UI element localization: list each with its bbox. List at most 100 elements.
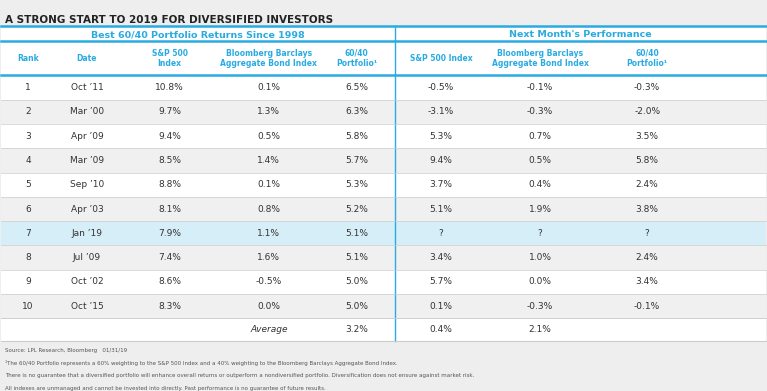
FancyBboxPatch shape: [2, 26, 765, 341]
Text: 10: 10: [22, 302, 34, 311]
Text: -0.3%: -0.3%: [634, 83, 660, 92]
Text: Mar ’09: Mar ’09: [70, 156, 104, 165]
Text: 8.5%: 8.5%: [158, 156, 181, 165]
Text: 8: 8: [25, 253, 31, 262]
Text: 3.4%: 3.4%: [430, 253, 453, 262]
Text: Jul ’09: Jul ’09: [73, 253, 101, 262]
Text: Oct ’11: Oct ’11: [71, 83, 104, 92]
Text: 0.1%: 0.1%: [430, 302, 453, 311]
FancyBboxPatch shape: [2, 75, 765, 100]
FancyBboxPatch shape: [2, 172, 765, 197]
Text: 0.7%: 0.7%: [528, 132, 551, 141]
Text: 8.1%: 8.1%: [158, 204, 181, 213]
Text: 4: 4: [25, 156, 31, 165]
Text: 5.1%: 5.1%: [345, 229, 368, 238]
Text: 5.3%: 5.3%: [345, 180, 368, 189]
Text: 8.6%: 8.6%: [158, 278, 181, 287]
Text: 0.0%: 0.0%: [258, 302, 281, 311]
Text: 0.4%: 0.4%: [430, 325, 453, 334]
Text: There is no guarantee that a diversified portfolio will enhance overall returns : There is no guarantee that a diversified…: [5, 373, 475, 378]
Text: -0.3%: -0.3%: [527, 302, 553, 311]
Text: 9.4%: 9.4%: [158, 132, 181, 141]
Text: 1.9%: 1.9%: [528, 204, 551, 213]
Text: 5: 5: [25, 180, 31, 189]
Text: 3: 3: [25, 132, 31, 141]
Text: 7: 7: [25, 229, 31, 238]
Text: 1.6%: 1.6%: [258, 253, 281, 262]
Text: -0.1%: -0.1%: [527, 83, 553, 92]
FancyBboxPatch shape: [2, 221, 765, 246]
Text: 2.4%: 2.4%: [636, 253, 659, 262]
Text: 1.0%: 1.0%: [528, 253, 551, 262]
Text: Jan ’19: Jan ’19: [71, 229, 103, 238]
Text: 8.8%: 8.8%: [158, 180, 181, 189]
FancyBboxPatch shape: [2, 124, 765, 148]
Text: 9.7%: 9.7%: [158, 108, 181, 117]
Text: 6.3%: 6.3%: [345, 108, 368, 117]
Text: 3.8%: 3.8%: [636, 204, 659, 213]
Text: 5.0%: 5.0%: [345, 302, 368, 311]
Text: 3.2%: 3.2%: [345, 325, 368, 334]
Text: 5.0%: 5.0%: [345, 278, 368, 287]
Text: Mar ’00: Mar ’00: [70, 108, 104, 117]
Text: A STRONG START TO 2019 FOR DIVERSIFIED INVESTORS: A STRONG START TO 2019 FOR DIVERSIFIED I…: [5, 15, 334, 25]
Text: 3.5%: 3.5%: [636, 132, 659, 141]
FancyBboxPatch shape: [2, 294, 765, 318]
Text: 5.7%: 5.7%: [345, 156, 368, 165]
Text: 0.1%: 0.1%: [258, 180, 281, 189]
Text: 5.8%: 5.8%: [345, 132, 368, 141]
Text: ?: ?: [439, 229, 443, 238]
Text: -0.3%: -0.3%: [527, 108, 553, 117]
Text: 1.1%: 1.1%: [258, 229, 281, 238]
Text: Oct ’02: Oct ’02: [71, 278, 104, 287]
Text: 0.0%: 0.0%: [528, 278, 551, 287]
Text: Bloomberg Barclays
Aggregate Bond Index: Bloomberg Barclays Aggregate Bond Index: [220, 48, 318, 68]
Text: -0.1%: -0.1%: [634, 302, 660, 311]
Text: 2: 2: [25, 108, 31, 117]
Text: Best 60/40 Portfolio Returns Since 1998: Best 60/40 Portfolio Returns Since 1998: [91, 30, 305, 39]
FancyBboxPatch shape: [2, 148, 765, 172]
Text: -3.1%: -3.1%: [428, 108, 454, 117]
Text: 9: 9: [25, 278, 31, 287]
FancyBboxPatch shape: [2, 318, 765, 341]
Text: 2.1%: 2.1%: [528, 325, 551, 334]
Text: 1: 1: [25, 83, 31, 92]
Text: 0.8%: 0.8%: [258, 204, 281, 213]
Text: 1.4%: 1.4%: [258, 156, 280, 165]
Text: 7.4%: 7.4%: [158, 253, 181, 262]
Text: -0.5%: -0.5%: [428, 83, 454, 92]
Text: Oct ’15: Oct ’15: [71, 302, 104, 311]
Text: 0.4%: 0.4%: [528, 180, 551, 189]
Text: ?: ?: [645, 229, 650, 238]
Text: 7.9%: 7.9%: [158, 229, 181, 238]
Text: Bloomberg Barclays
Aggregate Bond Index: Bloomberg Barclays Aggregate Bond Index: [492, 48, 588, 68]
Text: 0.5%: 0.5%: [258, 132, 281, 141]
Text: 2.4%: 2.4%: [636, 180, 659, 189]
Text: Next Month's Performance: Next Month's Performance: [509, 30, 652, 39]
FancyBboxPatch shape: [2, 100, 765, 124]
Text: -2.0%: -2.0%: [634, 108, 660, 117]
Text: 5.7%: 5.7%: [430, 278, 453, 287]
Text: 3.7%: 3.7%: [430, 180, 453, 189]
Text: Source: LPL Research, Bloomberg   01/31/19: Source: LPL Research, Bloomberg 01/31/19: [5, 348, 127, 353]
Text: 5.8%: 5.8%: [636, 156, 659, 165]
Text: 3.4%: 3.4%: [636, 278, 659, 287]
Text: Apr ’09: Apr ’09: [71, 132, 104, 141]
Text: 5.2%: 5.2%: [345, 204, 368, 213]
Text: ¹The 60/40 Portfolio represents a 60% weighting to the S&P 500 Index and a 40% w: ¹The 60/40 Portfolio represents a 60% we…: [5, 361, 398, 366]
FancyBboxPatch shape: [2, 246, 765, 270]
Text: S&P 500 Index: S&P 500 Index: [410, 54, 472, 63]
Text: Average: Average: [250, 325, 288, 334]
Text: 10.8%: 10.8%: [155, 83, 184, 92]
Text: Apr ’03: Apr ’03: [71, 204, 104, 213]
Text: Rank: Rank: [18, 54, 39, 63]
Text: Date: Date: [77, 54, 97, 63]
Text: 5.1%: 5.1%: [430, 204, 453, 213]
FancyBboxPatch shape: [2, 270, 765, 294]
Text: 60/40
Portfolio¹: 60/40 Portfolio¹: [627, 48, 668, 68]
Text: 5.1%: 5.1%: [345, 253, 368, 262]
Text: -0.5%: -0.5%: [255, 278, 282, 287]
Text: Sep ’10: Sep ’10: [70, 180, 104, 189]
Text: 5.3%: 5.3%: [430, 132, 453, 141]
Text: 0.1%: 0.1%: [258, 83, 281, 92]
